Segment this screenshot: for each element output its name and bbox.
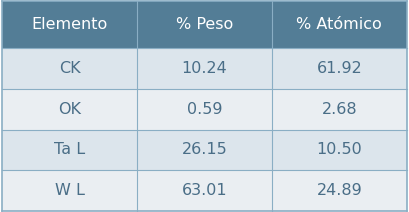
Text: 26.15: 26.15	[182, 142, 227, 158]
Bar	[2, 130, 137, 170]
Text: Elemento: Elemento	[31, 17, 108, 32]
Bar	[272, 48, 407, 89]
Text: 2.68: 2.68	[321, 102, 357, 117]
Bar	[2, 89, 137, 130]
Bar	[2, 1, 137, 48]
Text: 63.01: 63.01	[182, 183, 227, 198]
Bar	[137, 89, 272, 130]
Bar	[272, 130, 407, 170]
Bar	[137, 130, 272, 170]
Bar	[272, 89, 407, 130]
Bar	[272, 170, 407, 211]
Bar	[137, 48, 272, 89]
Bar	[137, 1, 272, 48]
Bar	[137, 170, 272, 211]
Bar	[2, 48, 137, 89]
Text: 24.89: 24.89	[317, 183, 362, 198]
Bar	[272, 1, 407, 48]
Text: Ta L: Ta L	[54, 142, 85, 158]
Text: 0.59: 0.59	[187, 102, 222, 117]
Text: 10.24: 10.24	[182, 61, 227, 76]
Text: OK: OK	[58, 102, 81, 117]
Text: 10.50: 10.50	[317, 142, 362, 158]
Bar	[2, 170, 137, 211]
Text: W L: W L	[54, 183, 84, 198]
Text: CK: CK	[58, 61, 80, 76]
Text: % Atómico: % Atómico	[297, 17, 382, 32]
Text: 61.92: 61.92	[317, 61, 362, 76]
Text: % Peso: % Peso	[176, 17, 233, 32]
